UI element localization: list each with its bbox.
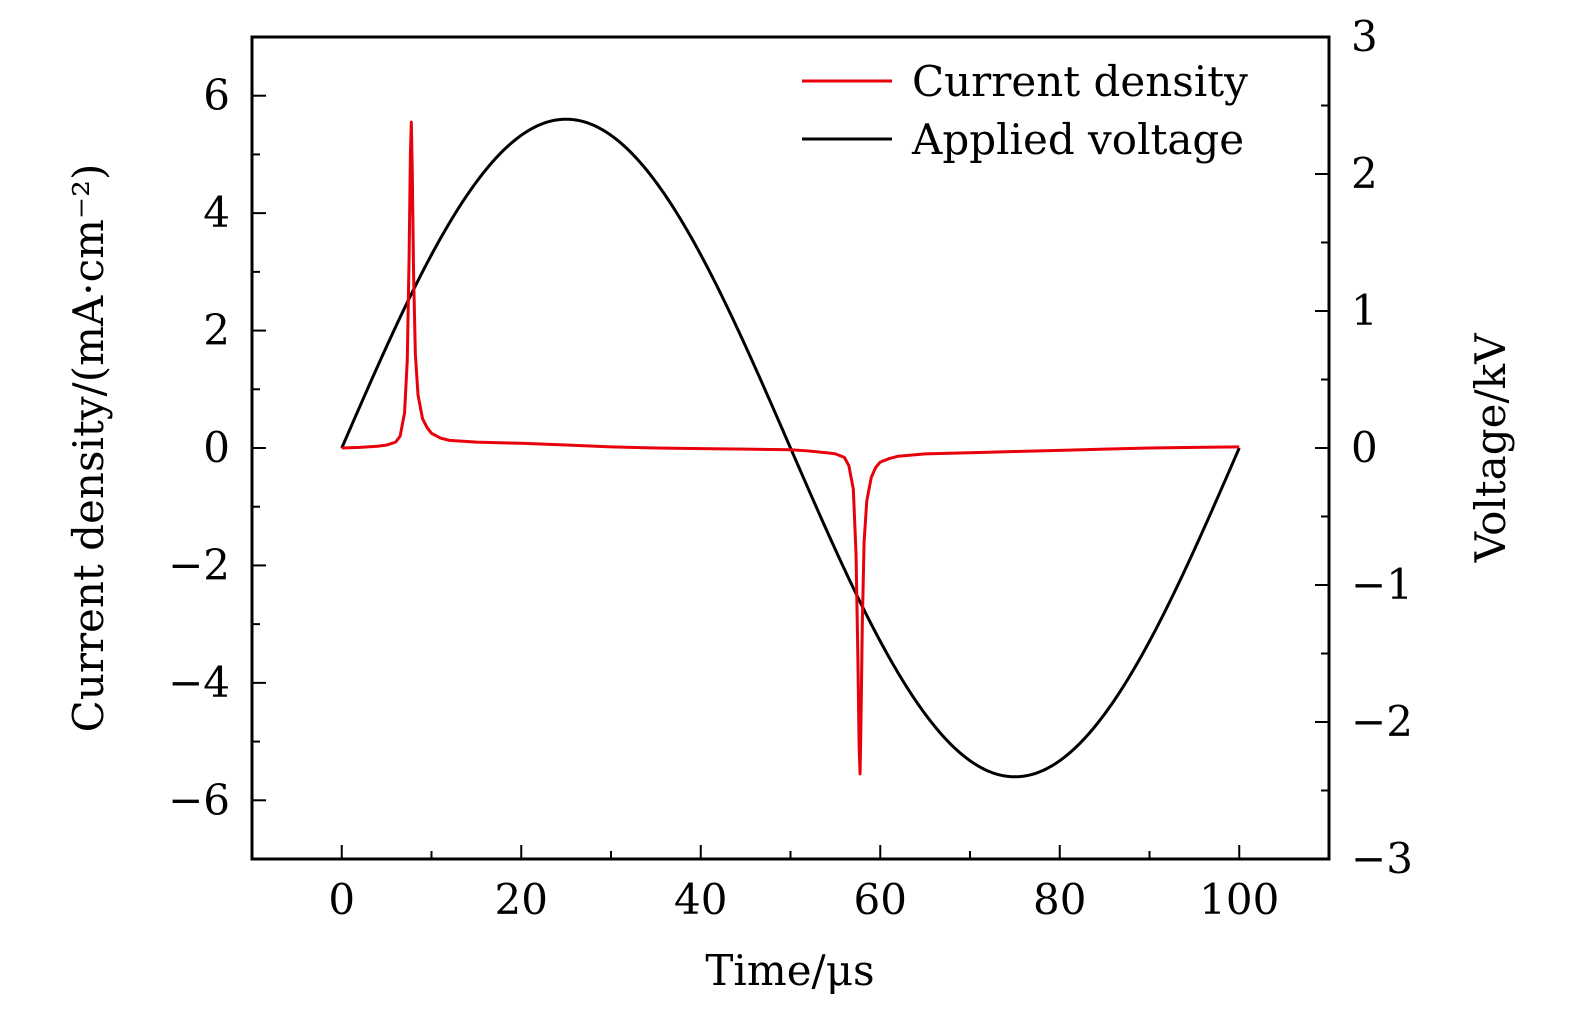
tick-labels: 0 20 40 60 80 100 −6 −4 −2 0 2 4 6 −3 −2 −1 0 1 2 3 — [168, 12, 1413, 924]
y2-tick-label: 2 — [1351, 149, 1378, 198]
axis-ticks — [252, 36, 1329, 860]
x-tick-label: 20 — [495, 875, 548, 924]
y2-tick-label: 1 — [1351, 286, 1378, 335]
y2-tick-label: −2 — [1351, 697, 1413, 746]
y2-tick-label: −3 — [1351, 834, 1413, 883]
legend-label-applied-voltage: Applied voltage — [911, 115, 1244, 164]
x-tick-label: 100 — [1199, 875, 1279, 924]
y-axis-title: Current density/(mA·cm⁻²) — [64, 164, 113, 733]
x-tick-label: 0 — [328, 875, 355, 924]
y-tick-label: −6 — [168, 775, 230, 824]
series-line-applied-voltage — [340, 117, 1241, 779]
x-axis-title: Time/μs — [705, 946, 874, 995]
y-tick-label: 0 — [203, 423, 230, 472]
y2-tick-label: 3 — [1351, 12, 1378, 61]
y2-tick-label: −1 — [1351, 560, 1413, 609]
series-layer — [340, 117, 1241, 779]
y-tick-label: 4 — [203, 188, 230, 237]
y2-axis-title: Voltage/kV — [1466, 333, 1515, 563]
legend: Current density Applied voltage — [802, 57, 1248, 164]
legend-label-current-density: Current density — [912, 57, 1248, 106]
y-tick-label: 2 — [203, 306, 230, 355]
y2-tick-label: 0 — [1351, 423, 1378, 472]
x-tick-label: 80 — [1033, 875, 1086, 924]
y-tick-label: −4 — [168, 658, 230, 707]
x-tick-label: 60 — [854, 875, 907, 924]
y-tick-label: 6 — [203, 71, 230, 120]
x-tick-label: 40 — [674, 875, 727, 924]
y-tick-label: −2 — [168, 540, 230, 589]
series-line-current-density — [341, 120, 1240, 776]
